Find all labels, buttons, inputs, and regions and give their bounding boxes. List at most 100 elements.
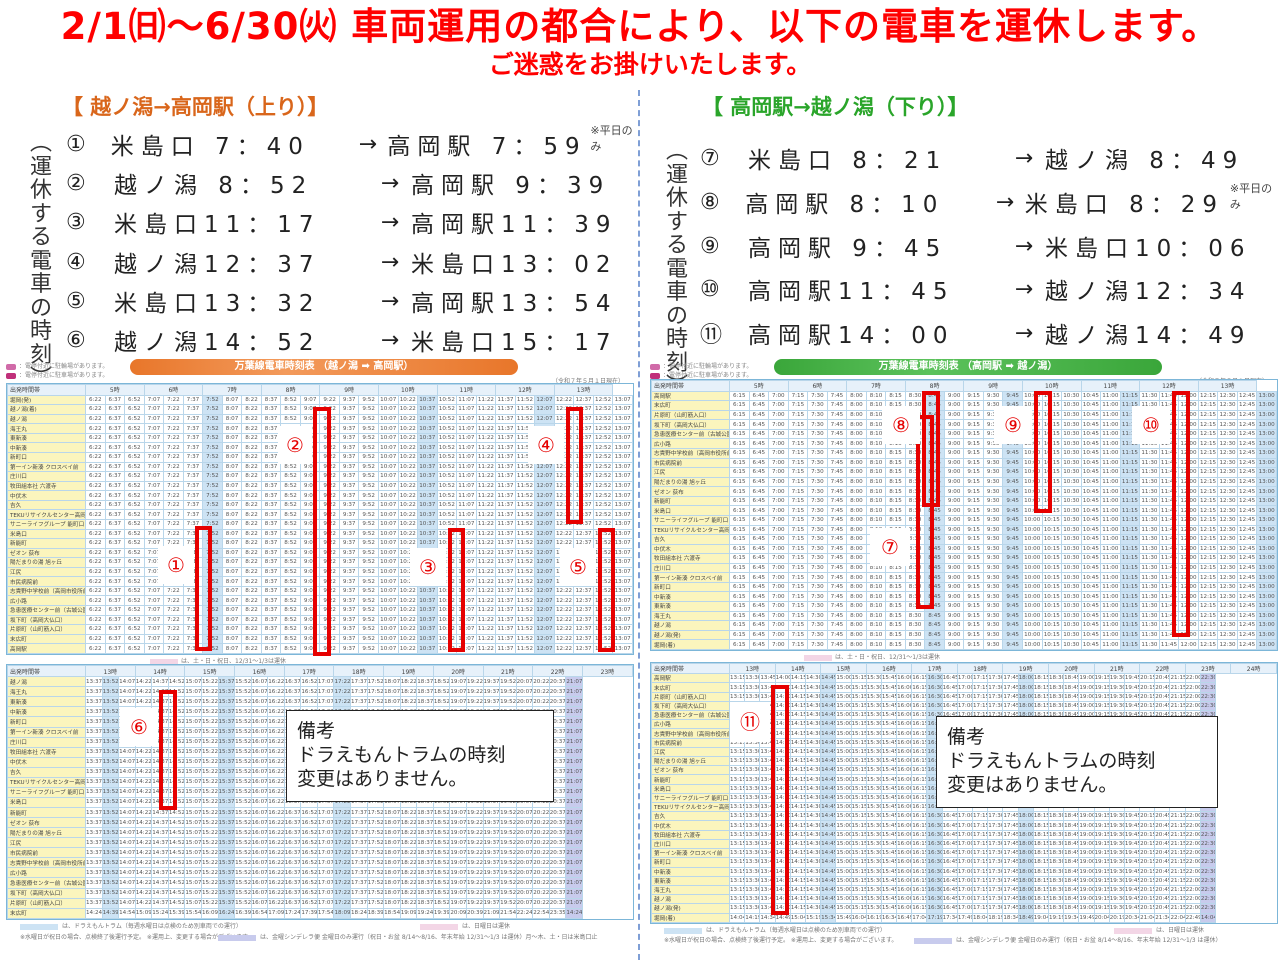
table-row: 越ノ潟(発) 13:15 13:30 13:45 14:00 14:15 14:30 14:4… [651,903,1277,914]
callout-11: ⑪ [730,702,770,742]
cancelled-mark-9 [1034,391,1052,513]
callout-10: ⑩ [1132,406,1170,444]
trip-row: ⑥ 越ノ潟14：52 → 米島口15：17 [66,327,618,357]
timetable-pm: 出発時間帯 13時 14時 15時 16時 17時 18時 19時 20時 21時 22時 23時 越ノ… [6,664,634,920]
remarks-line-1: ドラえもんトラムの時刻 [297,744,506,766]
footnote: は、ドラえもんトラム（毎週水曜日は点検のため別車両での運行） [664,926,886,936]
footnote: は、日曜日は運休 [420,922,510,932]
callout-5: ⑤ [560,548,596,586]
table-row: 吉久 13:15 13:30 13:45 14:00 14:15 14:30 14:45 15:… [651,811,1277,822]
cancelled-mark-5 [598,528,615,652]
trip-row: ⑤ 米島口13：32 → 高岡駅13：54 [66,288,618,318]
callout-2: ② [278,426,312,464]
remarks-line-2: 変更はありません。 [297,768,468,790]
remarks-title: 備考 [947,726,986,748]
table-row: 庄川口 6:22 6:37 6:52 7:07 7:22 7:37 7:52 8:07 8:22 8… [7,471,633,482]
table-row: 急患医療センター前（古城公園西口）13:3713:5214:0714:2214:… [7,877,633,889]
table-row: 片原町（山町筋入口） 13:37 13:52 14:07 14:22 14:37 14:52… [7,897,633,909]
table-row: 堀岡(着) 6:15 6:45 7:00 7:15 7:30 7:45 8:00 8:10 8:1… [651,639,1277,650]
callout-3: ③ [410,548,446,586]
arrow-icon: → [380,170,400,196]
arrow-icon: → [1014,276,1034,302]
table-row: 志貴野中学校前（高岡市役所前）13:3713:5214:0714:2214:37… [7,857,633,869]
timetable-banner: 万葉線電車時刻表 （越ノ潟 ➡ 高岡駅） [130,359,518,375]
table-row: TEKUリサイクルセンター高岡 新吉久6:226:376:527:077:227… [7,509,633,520]
table-row: 堀岡(発) 6:22 6:37 6:52 7:07 7:22 7:37 7:52 8:07 8:2… [7,394,633,406]
cancelled-mark-3 [448,528,465,652]
timetable-banner: 万葉線電車時刻表 （高岡駅 ➡ 越ノ潟） [774,359,1162,375]
table-row: 新能町 6:15 6:45 7:00 7:15 7:30 7:45 8:00 8:10 8:15 8… [651,495,1277,507]
cancelled-mark-10 [1172,391,1190,637]
footnote: は、日曜日は運休 [1114,926,1204,936]
cancelled-mark-6 [159,690,177,810]
arrow-icon: → [380,209,400,235]
table-row: 越ノ潟 13:15 13:30 13:45 14:00 14:15 14:30 14:45 15… [651,894,1277,905]
callout-7: ⑦ [870,528,910,566]
table-row: 庄川口 6:15 6:45 7:00 7:15 7:30 7:45 8:00 8:10 8:15 8… [651,562,1277,574]
table-row: 第一イン新湊 クロスベイ前 6:22 6:37 6:52 7:07 7:22 7:37 7:5… [7,461,633,473]
arrow-icon: → [995,189,1015,215]
table-row: 米島口 6:15 6:45 7:00 7:15 7:30 7:45 8:00 8:10 8:15 8… [651,505,1277,516]
table-row: 牧田組本社 六渡寺 13:15 13:30 13:45 14:00 14:15 14:30 1… [651,829,1277,840]
table-row: 新町口 13:15 13:30 13:45 14:00 14:15 14:30 14:45 15… [651,857,1277,868]
vertical-label: ︵運休する電車の時刻︶ [29,131,52,391]
table-row: 高岡駅 6:22 6:37 6:52 7:07 7:22 7:37 7:52 8:07 8:22 8… [7,643,633,654]
cancelled-mark-11 [771,685,789,915]
table-row: ゼオン 荻布 6:15 6:45 7:00 7:15 7:30 7:45 8:00 8:10 8:… [651,486,1277,497]
cancelled-mark-8 [922,391,940,507]
up-title: 【 越ノ潟→高岡駅（上り）】 [62,95,329,119]
table-row: 中伏木 13:15 13:30 13:45 14:00 14:15 14:30 14:45 15… [651,820,1277,831]
table-row: 越ノ潟 6:15 6:45 7:00 7:15 7:30 7:45 8:00 8:10 8:15 8… [651,620,1277,631]
table-row: 高岡駅 6:15 6:45 7:00 7:15 7:30 7:45 8:00 8:10 8:15 8… [651,390,1277,402]
arrow-icon: → [380,249,400,275]
trip-row: ⑨ 高岡駅 9：45 → 米島口10：06 [700,233,1252,263]
as-of-date: （令和７年５月１日現在） [551,378,624,385]
table-row: 中新湊 13:15 13:30 13:45 14:00 14:15 14:30 14:45 15… [651,866,1277,877]
table-row: 広小路 13:37 13:52 14:07 14:22 14:37 14:52 15:07 15… [7,867,633,879]
table-row: ゼオン 荻布 13:37 13:52 14:07 14:22 14:37 14:52 15:0… [7,817,633,829]
table-row: 坂下町（高岡大仏口） 13:37 13:52 14:07 14:22 14:37 14:52… [7,887,633,899]
arrow-icon: → [1014,233,1034,259]
table-row: 海王丸 6:15 6:45 7:00 7:15 7:30 7:45 8:00 8:10 8:15 8… [651,610,1277,622]
pink-legend: は、土・日・祝日、12/31〜1/3は運休 [804,652,940,661]
table-row: 片原町（山町筋入口） 13:15 13:30 13:45 14:00 14:15 14:30… [651,691,1277,702]
table-row: 江尻 13:37 13:52 14:07 14:22 14:37 14:52 15:07 15:… [7,837,633,849]
table-row: 中伏木 6:22 6:37 6:52 7:07 7:22 7:37 7:52 8:07 8:22 8… [7,490,633,501]
trip-row: ⑩ 高岡駅11：45 → 越ノ潟12：34 [700,276,1252,306]
trip-row: ⑧ 高岡駅 8：10 → 米島口 8：29 ※平日のみ [700,182,1273,218]
table-row: 片原町（山町筋入口） 6:22 6:37 6:52 7:07 7:22 7:37 7:52 8:… [7,624,633,635]
callout-1: ① [158,546,194,584]
map-legend: ：電停付近に駐輪場があります。 ：電停付近に駐車場があります。 [6,362,108,380]
car-icon [650,372,660,379]
callout-9: ⑨ [994,406,1032,444]
trip-row: ⑦ 米島口 8：21 → 越ノ潟 8：49 [700,145,1245,175]
table-row: 志貴野中学校前（高岡市役所前）6:156:457:007:157:307:458… [651,448,1277,459]
table-row: 東新湊 13:37 13:52 14:07 14:22 14:37 14:52 15:07 15… [7,696,633,708]
bicycle-icon [6,363,16,370]
table-row: 越ノ潟 13:37 13:52 14:07 14:22 14:37 14:52 15:07 15… [7,676,633,688]
table-row: 新町口 6:22 6:37 6:52 7:07 7:22 7:37 7:52 8:07 8:22 8… [7,452,633,463]
footnote: は、金曜シンデレラ便 金曜日のみ運行（祝日・お盆 8/14〜8/16、年末年始 … [914,936,1222,946]
table-row: 海王丸 13:15 13:30 13:45 14:00 14:15 14:30 14:45 15… [651,884,1277,896]
arrow-icon: → [380,288,400,314]
apology-line: ご迷惑をお掛けいたします。 [488,50,812,79]
table-row: 米島口 6:22 6:37 6:52 7:07 7:22 7:37 7:52 8:07 8:22 8… [7,528,633,540]
table-row: 第一イン新湊 クロスベイ前 6:15 6:45 7:00 7:15 7:30 7:45 8:0… [651,572,1277,583]
cancelled-mark-4 [566,407,583,524]
table-row: 第一イン新湊 クロスベイ前 13:15 13:30 13:45 14:00 14:15 14… [651,848,1277,859]
remarks-box: 備考 ドラえもんトラムの時刻 変更はありません。 [286,710,554,802]
remarks-line-1: ドラえもんトラムの時刻 [947,750,1156,772]
table-row: 末広町 14:24 14:39 14:54 15:09 15:24 15:39 15:54 16… [7,907,633,919]
arrow-icon: → [1014,145,1034,171]
table-row: 末広町 13:15 13:30 13:45 14:00 14:15 14:30 14:45 15… [651,682,1277,693]
footnote: は、ドラえもんトラム（毎週水曜日は点検のため別車両での運行） [20,922,242,932]
table-row: サニーライフグループ 能町口 6:22 6:37 6:52 7:07 7:22 7:37 7:… [7,518,633,530]
cancelled-mark-2 [313,407,331,656]
table-row: 高岡駅 13:15 13:30 13:45 14:00 14:15 14:30 14:45 15… [651,673,1277,684]
arrow-icon: → [1014,320,1034,346]
up-panel: 【 越ノ潟→高岡駅（上り）】 ︵ 運休する電車の時刻 ︶ ① 米島口 7：40 → … [0,88,636,960]
headline: 2/1㈰～6/30㈫ 車両運用の都合により、以下の電車を運休します。 [60,5,1220,48]
arrow-icon: → [380,327,400,353]
trip-row: ④ 越ノ潟12：37 → 米島口13：02 [66,249,618,279]
